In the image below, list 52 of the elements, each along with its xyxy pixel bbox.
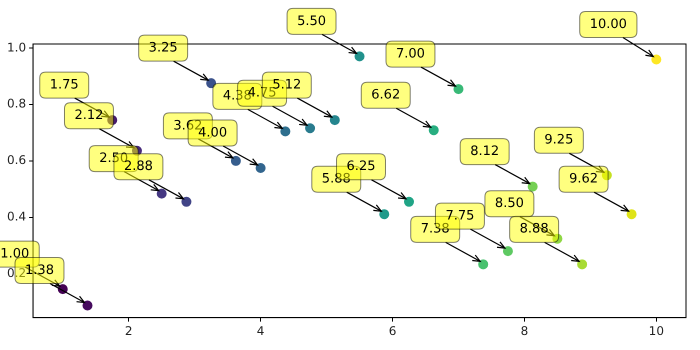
annotation: 8.50 [494,196,524,212]
point [206,78,216,88]
point [478,259,488,270]
annotation: 10.00 [590,16,627,32]
point [528,182,538,192]
annotation: 2.50 [99,150,128,166]
annotation: 1.00 [0,246,30,262]
x-tick-label: 6 [388,324,396,338]
annotation: 7.38 [420,222,450,237]
annotation: 7.00 [396,46,425,62]
y-tick-label: 0.6 [6,153,26,168]
annotation: 3.25 [148,40,178,56]
point [156,188,167,199]
point [82,300,92,310]
point [256,162,266,173]
point [602,170,612,180]
y-tick-label: 0.4 [6,209,26,224]
annotation: 6.25 [346,159,376,174]
point [379,209,390,220]
annotation: 8.12 [470,144,500,159]
point [552,234,562,244]
point [502,246,513,256]
annotation: 5.50 [297,14,326,29]
point [428,125,439,136]
annotation: 9.62 [569,172,598,187]
point [626,209,637,220]
annotation: 6.62 [371,88,400,103]
point [230,156,241,166]
x-tick-label: 8 [520,324,528,338]
x-tick-label: 10 [648,324,664,338]
point [280,126,290,136]
point [181,196,192,207]
annotation: 8.88 [520,222,549,237]
point [577,259,588,270]
point [132,146,142,156]
point [404,196,414,207]
point [354,51,365,62]
annotation: 1.38 [25,262,54,278]
annotation: 7.75 [445,208,474,224]
annotation: 5.88 [322,172,351,187]
x-tick-label: 4 [256,324,264,338]
point [453,84,464,94]
x-tick-label: 2 [124,324,133,338]
y-tick-label: 1.0 [6,40,26,54]
annotation: 2.12 [74,108,104,124]
annotation: 1.75 [50,77,79,92]
point [107,115,118,126]
annotation: 9.25 [544,132,574,148]
y-tick-label: 0.8 [6,96,26,111]
point [305,123,316,134]
point [330,115,340,126]
point [651,54,662,64]
